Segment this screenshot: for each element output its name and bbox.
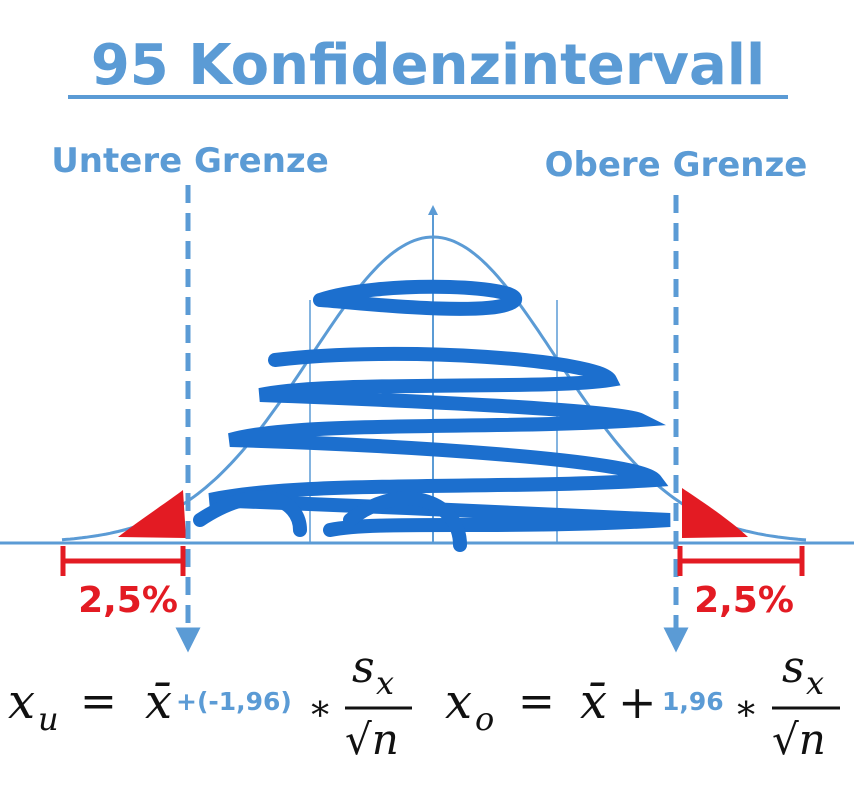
formula-mean: x̄ (145, 674, 172, 730)
formula-eq: = (80, 676, 117, 727)
right-tail-bracket (677, 546, 805, 576)
formula-num-sub: x (806, 664, 824, 702)
right-tail-label: 2,5% (694, 580, 794, 621)
title: 95 Konfidenzintervall (91, 33, 765, 98)
right-tail (682, 488, 748, 538)
formula-sub: u (38, 700, 59, 738)
formula-times: ∗ (734, 688, 758, 729)
formula-times: ∗ (308, 688, 332, 729)
formula-factor: 1,96 (662, 687, 724, 716)
formula-num-sub: x (376, 664, 394, 702)
formula-num: s (782, 642, 805, 693)
scribble (193, 279, 671, 552)
formula-var: x (445, 674, 472, 730)
upper-label: Obere Grenze (545, 145, 808, 185)
formula-plus: + (618, 675, 657, 729)
formula-num: s (352, 642, 375, 693)
formula-den: √n (345, 715, 399, 764)
left-tail-bracket (60, 546, 186, 576)
formula-sub: o (475, 700, 494, 738)
left-tail (118, 490, 186, 538)
formula-mean: x̄ (580, 674, 607, 730)
formula-eq: = (518, 676, 555, 727)
left-tail-label: 2,5% (78, 580, 178, 621)
lower-label: Untere Grenze (51, 141, 329, 181)
formula-var: x (8, 674, 35, 730)
formula-den: √n (772, 715, 826, 764)
formula-factor: +(-1,96) (176, 687, 292, 716)
